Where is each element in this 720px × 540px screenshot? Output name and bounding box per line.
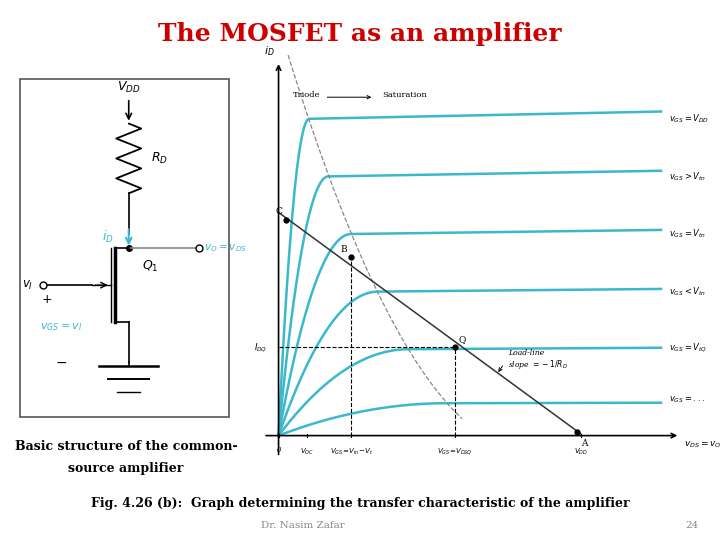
Text: $v_{GS} = V_{tn}$: $v_{GS} = V_{tn}$ (669, 228, 706, 240)
Text: The MOSFET as an amplifier: The MOSFET as an amplifier (158, 22, 562, 45)
Text: $v_{GS} > V_{tn}$: $v_{GS} > V_{tn}$ (669, 170, 706, 183)
Text: 0: 0 (276, 447, 281, 454)
Text: $V_{GS}\!=\!V_{DSQ}$: $V_{GS}\!=\!V_{DSQ}$ (437, 447, 472, 457)
Text: source amplifier: source amplifier (68, 462, 184, 475)
Text: Basic structure of the common-: Basic structure of the common- (14, 440, 238, 453)
Text: $+$: $+$ (42, 293, 53, 307)
Text: $V_{GS}\!=\!V_{tn}\!-\!V_t$: $V_{GS}\!=\!V_{tn}\!-\!V_t$ (330, 447, 373, 457)
Text: $i_D$: $i_D$ (102, 230, 113, 246)
Text: C: C (276, 207, 282, 216)
Text: B: B (341, 245, 347, 254)
Text: $v_{GS} < V_{tn}$: $v_{GS} < V_{tn}$ (669, 285, 706, 298)
Text: $V_{DD}$: $V_{DD}$ (117, 79, 140, 94)
Text: $-$: $-$ (55, 355, 67, 369)
Text: Q: Q (459, 335, 466, 344)
Text: $v_I$: $v_I$ (22, 279, 34, 292)
Text: Saturation: Saturation (382, 91, 426, 99)
Text: Triode: Triode (293, 91, 320, 99)
Text: $R_D$: $R_D$ (151, 151, 168, 166)
Text: $Q_1$: $Q_1$ (143, 259, 159, 274)
Text: $I_{DQ}$: $I_{DQ}$ (253, 341, 267, 354)
Text: $V_{OC}$: $V_{OC}$ (300, 447, 314, 457)
Text: Load-line
slope $= -1/R_D$: Load-line slope $= -1/R_D$ (508, 349, 568, 372)
Text: $v_{GS} = V_{DD}$: $v_{GS} = V_{DD}$ (669, 112, 709, 125)
Text: $v_{GS} = ...$: $v_{GS} = ...$ (669, 394, 705, 405)
FancyBboxPatch shape (20, 79, 228, 417)
Text: $v_{GS} = v_I$: $v_{GS} = v_I$ (40, 321, 82, 333)
Text: $i_D$: $i_D$ (264, 44, 275, 58)
Text: 24: 24 (685, 521, 698, 530)
Text: Dr. Nasim Zafar: Dr. Nasim Zafar (261, 521, 344, 530)
Text: A: A (581, 439, 588, 448)
Text: $v_O = v_{DS}$: $v_O = v_{DS}$ (204, 242, 246, 254)
Text: $v_{DS} = v_O$: $v_{DS} = v_O$ (684, 439, 720, 450)
Text: Fig. 4.26 (b):  Graph determining the transfer characteristic of the amplifier: Fig. 4.26 (b): Graph determining the tra… (91, 497, 629, 510)
Text: $V_{DD}$: $V_{DD}$ (574, 447, 588, 457)
Text: $v_{GS} = V_{tQ}$: $v_{GS} = V_{tQ}$ (669, 341, 707, 354)
